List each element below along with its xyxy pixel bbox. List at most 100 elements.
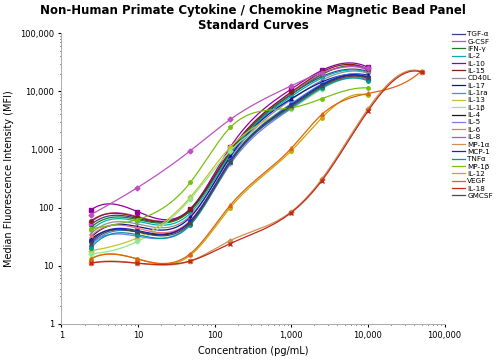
Line: MCP-1: MCP-1 [90,75,368,242]
Line: TGF-α: TGF-α [90,69,368,225]
IL-4 [87,238,93,242]
MP-1α [161,263,167,267]
IL-2 [341,68,347,73]
IL-18 [107,260,113,264]
IL-8 [352,64,358,69]
IL-4 [139,231,145,235]
VEGF [418,69,424,73]
IL-10 [104,202,110,206]
MCP-1 [365,75,371,80]
IL-8 [87,213,93,217]
TNFα [104,233,110,238]
IFN-γ [139,219,145,223]
CD40L [365,71,371,76]
Line: IL-2: IL-2 [90,70,368,231]
MP-1α [177,261,183,266]
Line: VEGF: VEGF [90,71,421,264]
Line: IL-17: IL-17 [90,74,368,238]
TGF-α [104,214,110,219]
IL-10 [99,203,105,207]
TGF-α [99,216,105,220]
IL-10 [354,62,360,66]
IL-18 [412,69,418,73]
IL-8 [341,65,347,69]
MP-1β [99,225,105,229]
TNFα [87,246,93,250]
MP-1β [351,87,357,91]
Line: IL-1ra: IL-1ra [90,74,368,246]
IL-18 [149,262,155,266]
IL-6 [139,227,145,231]
VEGF [101,252,107,257]
IFN-γ [99,218,105,222]
IL-15 [345,62,351,67]
MCP-1 [87,239,93,244]
TNFα [139,234,145,238]
IL-1β [99,251,105,255]
IL-2 [162,223,167,227]
IL-1ra [87,243,93,248]
IL-1ra [99,234,105,238]
MP-1β [362,86,368,90]
IL-15 [99,213,105,217]
IL-17 [162,228,167,232]
Line: CD40L: CD40L [90,71,368,234]
GMCSF [352,74,358,78]
IL-8 [104,203,110,208]
IFN-γ [162,221,167,225]
MP-1β [162,205,167,209]
IL-12 [163,262,169,266]
IL-2 [139,220,145,225]
IL-17 [365,73,371,77]
IL-1ra [365,75,371,79]
IL-10 [347,61,353,65]
IL-6 [104,224,110,229]
VEGF [87,257,93,261]
IL-18 [177,261,183,265]
TNFα [99,236,105,240]
CD40L [351,69,357,73]
IL-5 [365,78,371,82]
IL-6 [99,226,105,230]
IL-15 [163,219,169,224]
IL-10 [365,65,371,69]
IFN-γ [365,67,371,72]
IFN-γ [352,64,358,68]
GMCSF [99,232,105,237]
IL-12 [139,258,145,262]
Legend: TGF-α, G-CSF, IFN-γ, IL-2, IL-10, IL-15, CD40L, IL-17, IL-1ra, IL-13, IL-1β, IL-: TGF-α, G-CSF, IFN-γ, IL-2, IL-10, IL-15,… [452,31,493,199]
CD40L [99,224,105,228]
TGF-α [139,217,145,222]
IL-18 [159,262,165,267]
MCP-1 [351,72,357,77]
MCP-1 [352,72,358,77]
IL-17 [99,227,105,231]
VEGF [149,260,155,265]
IL-15 [139,216,145,221]
MP-1β [87,227,93,231]
IL-13 [87,249,93,253]
Line: MP-1β: MP-1β [90,88,368,229]
G-CSF [341,64,347,69]
IL-1β [87,252,93,256]
IL-12 [352,93,358,97]
IL-18 [101,260,107,264]
G-CSF [352,64,358,69]
MP-1α [87,261,93,265]
MCP-1 [162,232,167,236]
IFN-γ [87,225,93,230]
TNFα [365,79,371,83]
IL-1β [351,76,357,80]
IL-5 [352,75,358,80]
G-CSF [99,213,105,218]
G-CSF [347,64,353,68]
MP-1α [107,259,113,263]
IFN-γ [104,216,110,220]
IL-18 [87,261,93,265]
IL-15 [87,219,93,224]
Line: G-CSF: G-CSF [90,66,368,222]
IL-1ra [104,231,110,235]
CD40L [139,223,145,227]
Line: IL-15: IL-15 [90,64,368,222]
IL-17 [104,224,110,229]
